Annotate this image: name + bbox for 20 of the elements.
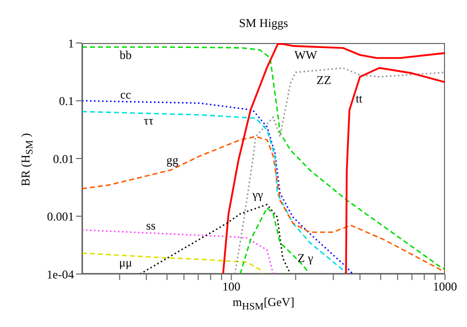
series-label: gg [166, 153, 178, 168]
series-label: WW [294, 48, 318, 62]
series-label: tt [356, 92, 364, 106]
y-tick-label: 0.001 [47, 210, 74, 224]
x-tick-label: 100 [222, 280, 240, 294]
series-label: γγ [252, 188, 264, 202]
series-label: cc [120, 87, 131, 102]
y-tick-label: 0.1 [59, 94, 74, 108]
y-tick-label: 0.01 [53, 152, 74, 166]
series-label: ττ [144, 113, 154, 128]
y-tick-label: 1 [68, 36, 74, 50]
series-label: Z γ [298, 251, 314, 266]
y-tick-label: 1e-04 [46, 267, 74, 282]
x-axis-title: m$_{H}$$_{SM}$[GeV] [232, 295, 296, 312]
series-label: μμ [119, 255, 132, 270]
series-label: ZZ [316, 73, 332, 88]
x-tick-label: 1000 [433, 280, 457, 294]
series-label: bb [120, 48, 132, 62]
series-label: ss [146, 218, 156, 232]
chart-title: SM Higgs [238, 16, 289, 31]
